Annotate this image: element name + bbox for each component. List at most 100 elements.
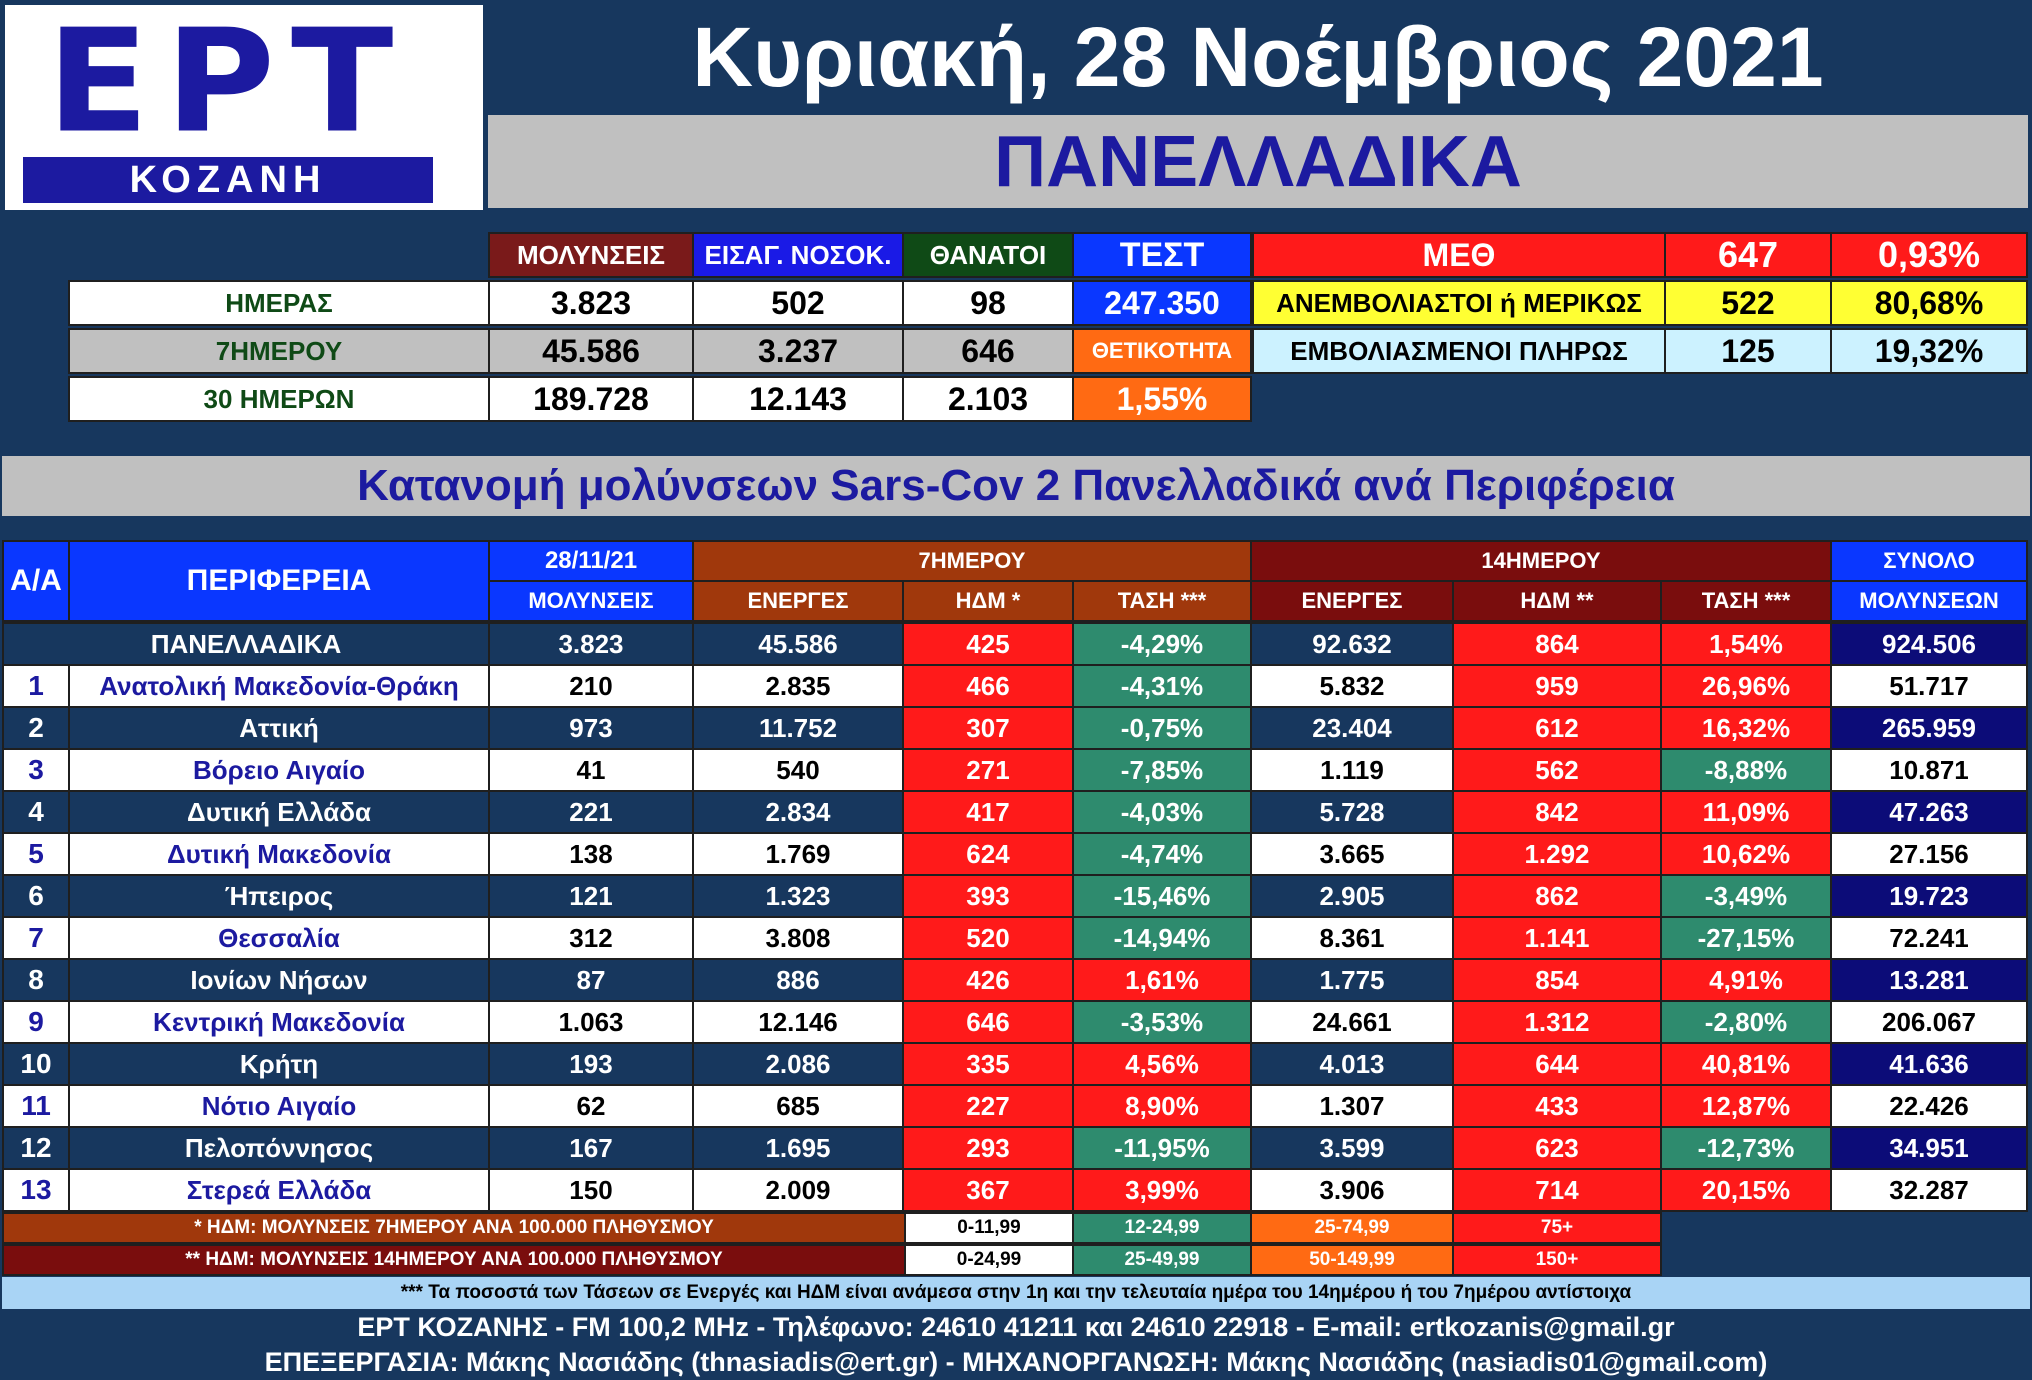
header-active-7day: ΕΝΕΡΓΕΣ	[692, 580, 904, 622]
positivity-label: ΘΕΤΙΚΟΤΗΤΑ	[1072, 328, 1252, 374]
section-title: Κατανομή μολύνσεων Sars-Cov 2 Πανελλαδικ…	[2, 456, 2030, 516]
icu-vaccinated-label: ΕΜΒΟΛΙΑΣΜΕΝΟΙ ΠΛΗΡΩΣ	[1252, 328, 1666, 374]
col-hospital: ΕΙΣΑΓ. ΝΟΣΟΚ.	[692, 232, 904, 278]
cell-total: 51.717	[1830, 664, 2028, 708]
cell-total: 19.723	[1830, 874, 2028, 918]
cell-active7: 3.808	[692, 916, 904, 960]
cell-active14: 5.832	[1250, 664, 1454, 708]
cell-trend7: -15,46%	[1072, 874, 1252, 918]
icu-pct: 0,93%	[1830, 232, 2028, 278]
header-date: 28/11/21	[488, 540, 694, 582]
cell-infections: 221	[488, 790, 694, 834]
row-label-day: ΗΜΕΡΑΣ	[68, 280, 490, 326]
row-index: 12	[2, 1126, 70, 1170]
legend-14day-range-orange: 50-149,99	[1250, 1244, 1454, 1276]
icu-unvaccinated-pct: 80,68%	[1830, 280, 2028, 326]
col-deaths: ΘΑΝΑΤΟΙ	[902, 232, 1074, 278]
cell-hdm7: 227	[902, 1084, 1074, 1128]
cell-trend7: -4,74%	[1072, 832, 1252, 876]
trend-footnote: *** Τα ποσοστά των Τάσεων σε Ενεργές και…	[2, 1277, 2030, 1309]
region-name: Νότιο Αιγαίο	[68, 1084, 490, 1128]
cell-trend7: -4,03%	[1072, 790, 1252, 834]
cell-active7: 45.586	[692, 622, 904, 666]
header-aa: Α/Α	[2, 540, 70, 622]
cell-total: 10.871	[1830, 748, 2028, 792]
row-index: 4	[2, 790, 70, 834]
region-name: Ήπειρος	[68, 874, 490, 918]
cell-infections: 193	[488, 1042, 694, 1086]
legend-14day-range-white: 0-24,99	[904, 1244, 1074, 1276]
cell-active14: 3.599	[1250, 1126, 1454, 1170]
row-index: 7	[2, 916, 70, 960]
cell-active14: 4.013	[1250, 1042, 1454, 1086]
cell-trend7: -4,29%	[1072, 622, 1252, 666]
cell-total: 22.426	[1830, 1084, 2028, 1128]
cell-trend7: 1,61%	[1072, 958, 1252, 1002]
region-name: Κεντρική Μακεδονία	[68, 1000, 490, 1044]
header-total-bottom: ΜΟΛΥΝΣΕΩΝ	[1830, 580, 2028, 622]
row-index: 13	[2, 1168, 70, 1212]
cell-total: 41.636	[1830, 1042, 2028, 1086]
cell-hdm7: 426	[902, 958, 1074, 1002]
cell-hdm14: 562	[1452, 748, 1662, 792]
month-deaths: 2.103	[902, 376, 1074, 422]
cell-active14: 8.361	[1250, 916, 1454, 960]
row-index: 1	[2, 664, 70, 708]
cell-active7: 12.146	[692, 1000, 904, 1044]
icu-count: 647	[1664, 232, 1832, 278]
icu-vaccinated-count: 125	[1664, 328, 1832, 374]
cell-active7: 2.086	[692, 1042, 904, 1086]
week-infections: 45.586	[488, 328, 694, 374]
cell-active7: 886	[692, 958, 904, 1002]
cell-trend7: 4,56%	[1072, 1042, 1252, 1086]
cell-hdm14: 854	[1452, 958, 1662, 1002]
cell-active14: 3.906	[1250, 1168, 1454, 1212]
cell-active14: 5.728	[1250, 790, 1454, 834]
cell-trend14: -2,80%	[1660, 1000, 1832, 1044]
logo: EPT ΚΟΖΑΝΗ	[5, 0, 483, 210]
cell-trend14: 11,09%	[1660, 790, 1832, 834]
cell-total: 265.959	[1830, 706, 2028, 750]
icu-unvaccinated-count: 522	[1664, 280, 1832, 326]
cell-active14: 1.307	[1250, 1084, 1454, 1128]
cell-hdm14: 612	[1452, 706, 1662, 750]
cell-hdm7: 520	[902, 916, 1074, 960]
row-index: 9	[2, 1000, 70, 1044]
cell-active7: 1.695	[692, 1126, 904, 1170]
cell-trend14: -3,49%	[1660, 874, 1832, 918]
cell-trend14: 1,54%	[1660, 622, 1832, 666]
page-title: ΠΑΝΕΛΛΑΔΙΚΑ	[488, 115, 2028, 208]
cell-trend14: 40,81%	[1660, 1042, 1832, 1086]
cell-hdm7: 335	[902, 1042, 1074, 1086]
cell-trend7: 3,99%	[1072, 1168, 1252, 1212]
cell-infections: 150	[488, 1168, 694, 1212]
cell-trend7: -7,85%	[1072, 748, 1252, 792]
cell-trend7: -4,31%	[1072, 664, 1252, 708]
region-name: Θεσσαλία	[68, 916, 490, 960]
header-hdm-7day: ΗΔΜ *	[902, 580, 1074, 622]
cell-active7: 2.835	[692, 664, 904, 708]
cell-trend14: 12,87%	[1660, 1084, 1832, 1128]
tests-value: 247.350	[1072, 280, 1252, 326]
cell-active14: 3.665	[1250, 832, 1454, 876]
page-date: Κυριακή, 28 Νοέμβριος 2021	[692, 9, 1824, 104]
region-name: Αττική	[68, 706, 490, 750]
legend-note-7day: * ΗΔΜ: ΜΟΛΥΝΣΕΙΣ 7ΗΜΕΡΟΥ ΑΝΑ 100.000 ΠΛΗ…	[2, 1212, 906, 1244]
cell-hdm14: 959	[1452, 664, 1662, 708]
cell-hdm14: 1.141	[1452, 916, 1662, 960]
cell-hdm7: 393	[902, 874, 1074, 918]
cell-infections: 210	[488, 664, 694, 708]
cell-infections: 1.063	[488, 1000, 694, 1044]
legend-7day-range-orange: 25-74,99	[1250, 1212, 1454, 1244]
cell-trend7: -14,94%	[1072, 916, 1252, 960]
cell-total: 47.263	[1830, 790, 2028, 834]
legend-14day-range-red: 150+	[1452, 1244, 1662, 1276]
cell-trend7: -3,53%	[1072, 1000, 1252, 1044]
cell-active14: 92.632	[1250, 622, 1454, 666]
icu-vaccinated-pct: 19,32%	[1830, 328, 2028, 374]
positivity-value: 1,55%	[1072, 376, 1252, 422]
cell-total: 206.067	[1830, 1000, 2028, 1044]
cell-active14: 1.775	[1250, 958, 1454, 1002]
cell-total: 924.506	[1830, 622, 2028, 666]
legend-note-14day: ** ΗΔΜ: ΜΟΛΥΝΣΕΙΣ 14ΗΜΕΡΟΥ ΑΝΑ 100.000 Π…	[2, 1244, 906, 1276]
